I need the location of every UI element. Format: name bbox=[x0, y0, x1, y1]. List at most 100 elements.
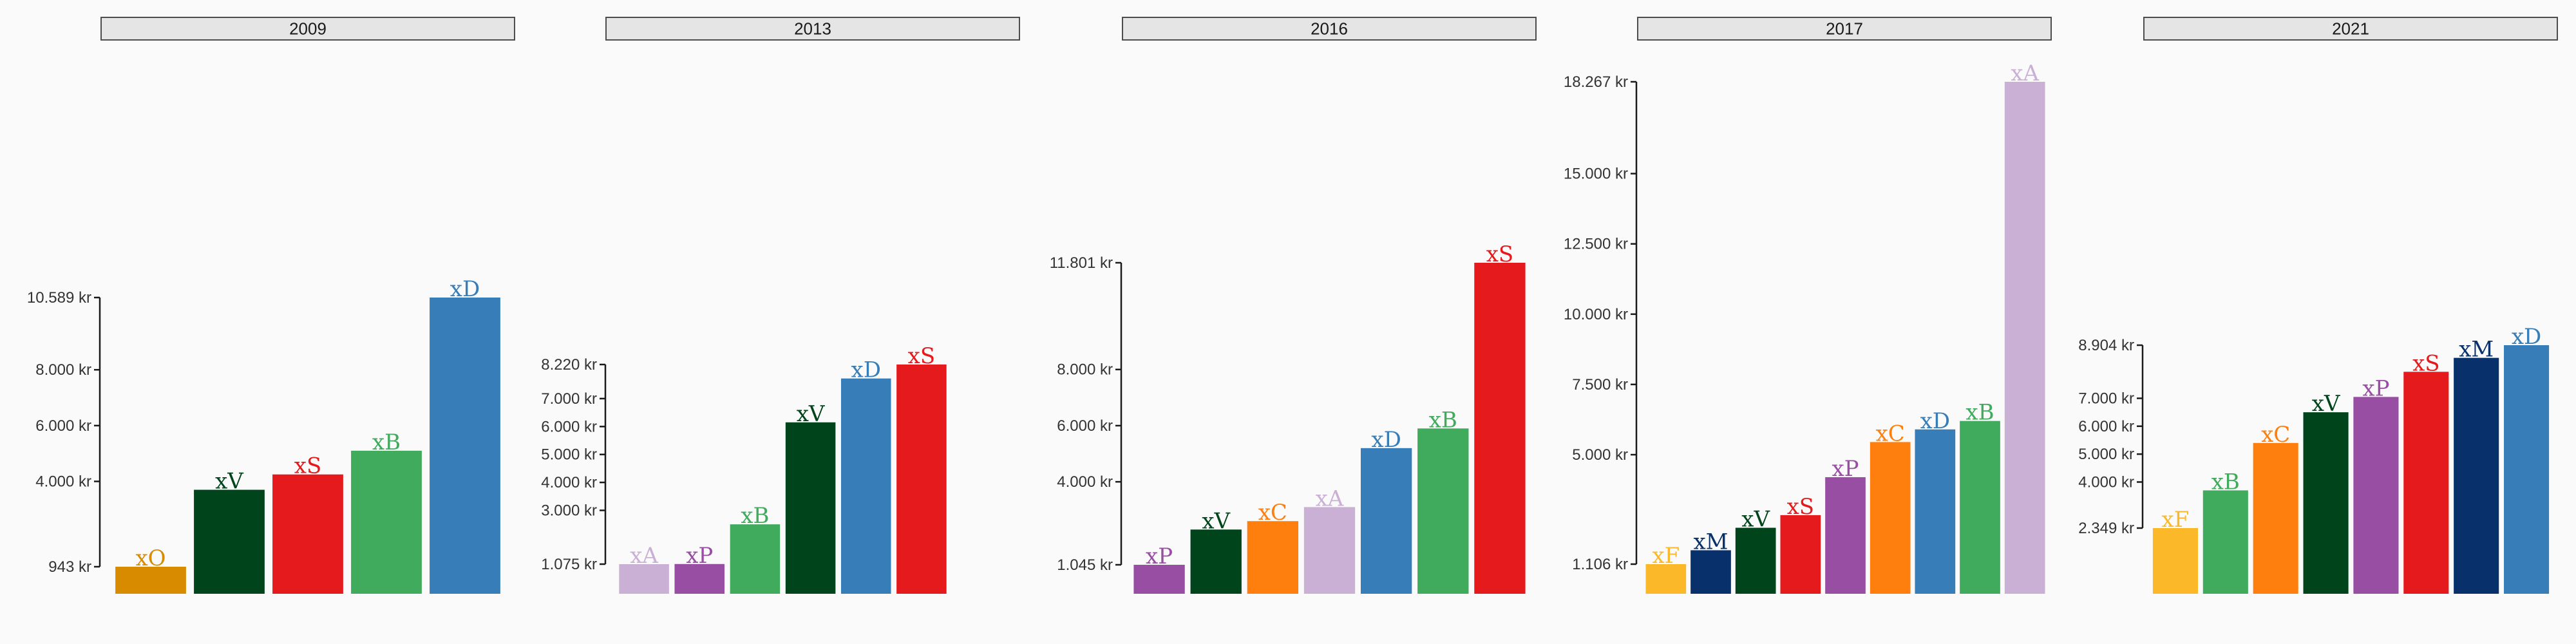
bar-xS bbox=[272, 474, 343, 594]
bar-label: xA bbox=[1316, 486, 1344, 511]
y-tick-label: 5.000 kr bbox=[1572, 446, 1628, 464]
bar-label: xC bbox=[1876, 421, 1905, 446]
bar-label: xO bbox=[135, 545, 166, 571]
y-tick-label: 7.500 kr bbox=[1572, 376, 1628, 393]
bar-xD bbox=[840, 378, 891, 594]
y-tick-label: 4.000 kr bbox=[35, 473, 91, 491]
y-tick-label: 5.000 kr bbox=[2078, 446, 2134, 463]
y-tick-label: 3.000 kr bbox=[541, 502, 597, 519]
bar-xC bbox=[1247, 521, 1299, 594]
bar-xP bbox=[674, 564, 725, 594]
y-tick-label: 8.000 kr bbox=[35, 361, 91, 379]
bar-xF bbox=[1645, 564, 1687, 594]
bar-xD bbox=[1915, 429, 1956, 594]
bar-label: xF bbox=[1652, 543, 1680, 569]
bar-xP bbox=[2353, 397, 2399, 594]
facet-title: 2013 bbox=[794, 19, 831, 39]
bar-xC bbox=[2253, 442, 2298, 594]
bar-label: xS bbox=[2412, 350, 2439, 376]
facet-strip bbox=[2143, 17, 2558, 41]
bar-xB bbox=[1960, 421, 2000, 594]
y-tick-label: 4.000 kr bbox=[2078, 473, 2134, 491]
bar-xD bbox=[430, 298, 500, 594]
bar-label: xS bbox=[294, 453, 321, 479]
facet-strip bbox=[1637, 17, 2052, 41]
bar-label: xB bbox=[741, 503, 769, 529]
y-tick-label: 7.000 kr bbox=[541, 390, 597, 408]
bar-label: xF bbox=[2162, 507, 2190, 533]
bar-label: xD bbox=[1371, 427, 1401, 453]
bar-label: xB bbox=[1965, 400, 1994, 426]
bar-xP bbox=[1825, 477, 1866, 594]
bar-xV bbox=[1190, 529, 1242, 594]
bar-label: xS bbox=[908, 343, 935, 369]
bar-xO bbox=[115, 567, 186, 594]
bar-label: xC bbox=[2261, 422, 2290, 448]
bar-xD bbox=[2504, 345, 2550, 594]
bar-label: xV bbox=[215, 469, 244, 495]
bar-xA bbox=[619, 564, 669, 594]
bar-xP bbox=[1133, 565, 1185, 594]
y-tick-label: 4.000 kr bbox=[1057, 473, 1113, 491]
y-tick-label: 11.801 kr bbox=[1050, 254, 1113, 272]
y-tick-label: 6.000 kr bbox=[2078, 418, 2134, 435]
bar-label: xP bbox=[1146, 544, 1173, 569]
bar-label: xP bbox=[1832, 456, 1859, 482]
bar-label: xB bbox=[2211, 469, 2240, 495]
bar-xS bbox=[1474, 263, 1526, 594]
facet-title: 2021 bbox=[2332, 19, 2369, 39]
y-tick-label: 6.000 kr bbox=[541, 418, 597, 435]
y-tick-label: 1.106 kr bbox=[1572, 556, 1628, 573]
bar-xV bbox=[2303, 412, 2349, 594]
bar-label: xS bbox=[1787, 494, 1814, 520]
bar-label: xV bbox=[1202, 508, 1231, 534]
bar-xB bbox=[730, 524, 781, 594]
bar-xA bbox=[1303, 507, 1356, 594]
y-tick-label: 8.220 kr bbox=[541, 356, 597, 374]
bar-xV bbox=[785, 422, 836, 594]
y-tick-label: 943 kr bbox=[48, 558, 91, 576]
y-tick-label: 1.045 kr bbox=[1057, 556, 1113, 574]
bar-xV bbox=[1735, 527, 1776, 594]
bar-label: xD bbox=[1920, 408, 1950, 434]
y-tick-label: 8.000 kr bbox=[1057, 361, 1113, 379]
bar-label: xM bbox=[1694, 529, 1728, 554]
facet-panel-2017: 2017 1.106 kr 5.000 kr 7.500 kr 10.000 kr 12.… bbox=[1564, 17, 2052, 594]
y-tick-label: 2.349 kr bbox=[2078, 520, 2134, 537]
bar-label: xA bbox=[630, 543, 658, 569]
bar-xB bbox=[1417, 428, 1469, 594]
facet-title: 2017 bbox=[1826, 19, 1863, 39]
bar-label: xV bbox=[797, 401, 826, 427]
bar-xS bbox=[2403, 372, 2449, 594]
bar-xF bbox=[2152, 528, 2198, 594]
bar-xC bbox=[1870, 442, 1911, 594]
y-tick-label: 15.000 kr bbox=[1564, 166, 1628, 183]
bar-xB bbox=[351, 450, 422, 594]
bar-xS bbox=[896, 365, 947, 594]
bar-xV bbox=[194, 489, 265, 594]
y-tick-label: 8.904 kr bbox=[2078, 337, 2134, 354]
bar-label: xS bbox=[1486, 242, 1513, 267]
facet-strip bbox=[100, 17, 515, 41]
bar-xA bbox=[2004, 82, 2045, 594]
bar-label: xB bbox=[1429, 407, 1457, 433]
bar-label: xV bbox=[1741, 507, 1770, 533]
bar-xS bbox=[1780, 515, 1821, 594]
facet-strip bbox=[605, 17, 1020, 41]
y-tick-label: 7.000 kr bbox=[2078, 390, 2134, 407]
bar-xM bbox=[1690, 550, 1731, 594]
bar-xB bbox=[2202, 490, 2248, 594]
facet-panel-2013: 2013 1.075 kr 3.000 kr 4.000 kr 5.000 kr 6.00… bbox=[541, 17, 1020, 594]
bar-label: xP bbox=[686, 543, 713, 569]
y-tick-label: 18.267 kr bbox=[1564, 73, 1628, 91]
bar-label: xD bbox=[851, 357, 881, 383]
facet-panel-2009: 2009 943 kr 4.000 kr 6.000 kr 8.000 kr 10.589… bbox=[27, 17, 515, 594]
facet-panel-2016: 2016 1.045 kr 4.000 kr 6.000 kr 8.000 kr 11.8… bbox=[1050, 17, 1537, 594]
bar-label: xC bbox=[1258, 500, 1287, 526]
bar-label: xV bbox=[2312, 391, 2341, 417]
y-tick-label: 6.000 kr bbox=[35, 417, 91, 435]
y-tick-label: 5.000 kr bbox=[541, 446, 597, 464]
facet-title: 2016 bbox=[1311, 19, 1348, 39]
bar-label: xD bbox=[450, 276, 480, 302]
